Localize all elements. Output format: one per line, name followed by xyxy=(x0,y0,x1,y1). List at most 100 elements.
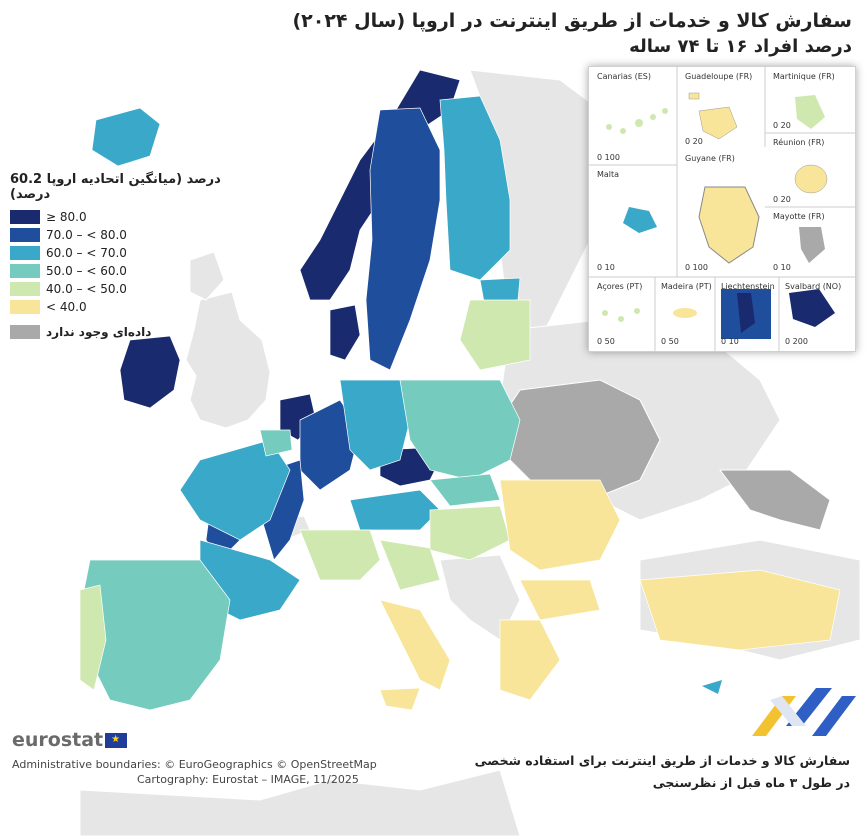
estonia xyxy=(479,277,521,303)
legend-swatch xyxy=(10,263,40,278)
inset-name: Liechtenstein xyxy=(721,282,775,291)
inset-guyane: Guyane (FR) 0 100 xyxy=(681,151,765,275)
ireland xyxy=(119,335,181,409)
legend-swatch xyxy=(10,245,40,260)
legend-row-40-50: 40.0 – < 50.0 xyxy=(10,280,250,297)
legend-row-below-40: < 40.0 xyxy=(10,298,250,315)
inset-dividers xyxy=(589,67,855,351)
sweden xyxy=(365,107,441,371)
legend-row-70-80: 70.0 – < 80.0 xyxy=(10,226,250,243)
legend-row-50-60: 50.0 – < 60.0 xyxy=(10,262,250,279)
legend-label: 40.0 – < 50.0 xyxy=(46,281,127,296)
inset-scale: 0 100 xyxy=(685,263,708,272)
legend-label: < 40.0 xyxy=(46,299,87,314)
inset-acores: Açores (PT) 0 50 xyxy=(593,279,655,349)
inset-scale: 0 10 xyxy=(597,263,615,272)
ukraine-east xyxy=(719,469,831,531)
legend-row-60-70: 60.0 – < 70.0 xyxy=(10,244,250,261)
cyprus xyxy=(702,680,722,694)
legend: درصد (میانگین اتحادیه اروپا 60.2 درصد) ≥… xyxy=(10,172,250,341)
inset-malta: Malta 0 10 xyxy=(593,167,677,275)
legend-label: داده‌ای وجود ندارد xyxy=(46,324,152,339)
scotland xyxy=(189,251,225,301)
portugal xyxy=(79,584,107,691)
inset-scale: 0 10 xyxy=(721,337,739,346)
inset-scale: 0 10 xyxy=(773,263,791,272)
inset-madeira: Madeira (PT) 0 50 xyxy=(657,279,715,349)
inset-mayotte: Mayotte (FR) 0 10 xyxy=(769,209,853,275)
legend-swatch xyxy=(10,227,40,242)
inset-scale: 0 50 xyxy=(597,337,615,346)
legend-swatch xyxy=(10,281,40,296)
legend-row-no-data: داده‌ای وجود ندارد xyxy=(10,323,250,340)
inset-name: Réunion (FR) xyxy=(773,138,825,147)
publisher-logo-icon xyxy=(752,688,856,736)
map-title: سفارش کالا و خدمات از طریق اینترنت در ار… xyxy=(292,8,852,60)
inset-name: Malta xyxy=(597,170,620,179)
class-50-60 xyxy=(79,379,521,711)
inset-name: Mayotte (FR) xyxy=(773,212,825,221)
north-africa xyxy=(79,769,521,836)
eurostat-logo: eurostat xyxy=(12,729,128,751)
credits-line2: Cartography: Eurostat – IMAGE, 11/2025 xyxy=(137,773,359,786)
inset-name: Martinique (FR) xyxy=(773,72,835,81)
poland xyxy=(399,379,521,481)
class-60-70 xyxy=(91,95,521,621)
turkey xyxy=(639,569,841,651)
inset-name: Açores (PT) xyxy=(597,282,643,291)
denmark xyxy=(329,304,361,361)
inset-martinique: Martinique (FR) 0 20 xyxy=(769,69,853,133)
italy-south xyxy=(379,599,451,691)
title-line2: درصد افراد ۱۶ تا ۷۴ ساله xyxy=(629,36,852,57)
credits: Administrative boundaries: © EuroGeograp… xyxy=(12,757,377,787)
inset-scale: 0 20 xyxy=(773,195,791,204)
inset-maps-panel: Canarias (ES) 0 100 Guadeloupe (FR) 0 20 M… xyxy=(588,66,856,352)
austria xyxy=(349,489,441,531)
class-below-40 xyxy=(379,479,841,711)
latvia-lithuania xyxy=(459,299,531,371)
inset-name: Guyane (FR) xyxy=(685,154,735,163)
legend-label: 70.0 – < 80.0 xyxy=(46,227,127,242)
inset-name: Guadeloupe (FR) xyxy=(685,72,753,81)
inset-reunion: Réunion (FR) 0 20 xyxy=(769,135,853,207)
brand-text: eurostat xyxy=(12,729,104,751)
hungary xyxy=(429,505,511,561)
legend-label: 60.0 – < 70.0 xyxy=(46,245,127,260)
slovakia xyxy=(429,473,501,507)
greece xyxy=(499,619,561,701)
footnote-line1: سفارش کالا و خدمات از طریق اینترنت برای … xyxy=(474,753,850,768)
inset-liechtenstein: Liechtenstein 0 10 xyxy=(717,279,779,349)
inset-scale: 0 20 xyxy=(773,121,791,130)
class-40-50 xyxy=(79,299,531,691)
bulgaria xyxy=(519,579,601,621)
belgium xyxy=(259,429,293,457)
legend-label: 50.0 – < 60.0 xyxy=(46,263,127,278)
inset-canarias: Canarias (ES) 0 100 xyxy=(593,69,677,165)
legend-swatch xyxy=(10,299,40,314)
legend-label: ≥ 80.0 xyxy=(46,209,87,224)
inset-name: Svalbard (NO) xyxy=(785,282,842,291)
great-britain xyxy=(185,291,271,429)
title-line1: سفارش کالا و خدمات از طریق اینترنت در ار… xyxy=(292,10,852,32)
iceland xyxy=(91,107,161,167)
inset-scale: 0 100 xyxy=(597,153,620,162)
inset-name: Madeira (PT) xyxy=(661,282,712,291)
inset-guadeloupe: Guadeloupe (FR) 0 20 xyxy=(681,69,765,149)
inset-scale: 0 20 xyxy=(685,137,703,146)
legend-swatch xyxy=(10,324,40,339)
inset-scale: 0 200 xyxy=(785,337,808,346)
inset-name: Canarias (ES) xyxy=(597,72,651,81)
eu-flag-icon xyxy=(105,733,128,748)
legend-title: درصد (میانگین اتحادیه اروپا 60.2 درصد) xyxy=(10,172,221,202)
legend-swatch xyxy=(10,209,40,224)
legend-row-80plus: ≥ 80.0 xyxy=(10,208,250,225)
italy-north xyxy=(299,529,381,581)
inset-svalbard: Svalbard (NO) 0 200 xyxy=(781,279,853,349)
credits-line1: Administrative boundaries: © EuroGeograp… xyxy=(12,758,377,771)
croatia-slovenia xyxy=(379,539,441,591)
sicily xyxy=(379,687,421,711)
footnote-line2: در طول ۳ ماه قبل از نظرسنجی xyxy=(652,775,850,790)
footnote: سفارش کالا و خدمات از طریق اینترنت برای … xyxy=(475,750,850,794)
romania xyxy=(499,479,621,571)
